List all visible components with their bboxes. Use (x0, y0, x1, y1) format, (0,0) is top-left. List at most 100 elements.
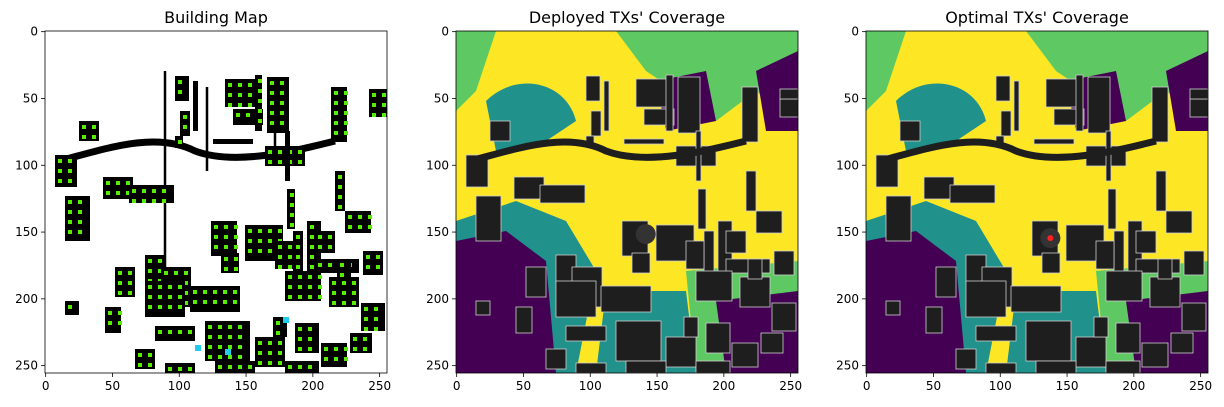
building (475, 300, 491, 316)
building-footprint (363, 251, 383, 275)
building-marker (218, 355, 222, 359)
building-marker (248, 83, 252, 87)
building-marker (78, 230, 82, 234)
building-marker (238, 83, 242, 87)
building-marker (162, 199, 166, 203)
deployed-coverage-x-tick-label: 50 (516, 379, 531, 393)
deployed-coverage-x-tick-label: 0 (453, 379, 461, 393)
tx-marker (225, 349, 231, 355)
building-map-x-tick-label: 0 (42, 379, 50, 393)
building-marker (342, 301, 346, 305)
building-marker (298, 150, 302, 154)
building-marker (268, 160, 272, 164)
tx-marker (283, 317, 289, 323)
building-marker (58, 179, 62, 183)
building-marker (184, 301, 188, 305)
building-marker (118, 321, 122, 325)
building-marker (158, 305, 162, 309)
building-marker (183, 115, 187, 119)
building-marker (138, 353, 142, 357)
building-marker (288, 295, 292, 299)
building-footprint (213, 139, 253, 144)
building-marker (168, 367, 172, 371)
building-marker (174, 271, 178, 275)
building-marker (338, 175, 342, 179)
building-marker (298, 295, 302, 299)
building-marker (228, 335, 232, 339)
building-marker (382, 103, 386, 107)
building-marker (148, 259, 152, 263)
building-marker (228, 365, 232, 369)
building (1115, 322, 1141, 354)
building-marker (68, 169, 72, 173)
building-marker (218, 365, 222, 369)
building (771, 302, 797, 332)
building-marker (213, 290, 217, 294)
building (1189, 98, 1208, 118)
building-marker (214, 225, 218, 229)
building-marker (246, 113, 250, 117)
building (683, 316, 699, 338)
building (1181, 302, 1207, 332)
building (1075, 336, 1107, 368)
coverage-weak-southwest (866, 231, 966, 373)
building-footprint (190, 286, 240, 312)
building-marker (214, 235, 218, 239)
building-marker (328, 245, 332, 249)
building (745, 170, 757, 212)
building-map-plot: 0 50 100 150 200 250 0 50 100 150 200 250 (15, 25, 391, 393)
building-marker (138, 363, 142, 367)
building-marker (58, 169, 62, 173)
building-marker (218, 325, 222, 329)
deployed-coverage-y-tick-label: 150 (426, 225, 449, 239)
building-marker (278, 150, 282, 154)
building-marker (334, 131, 338, 135)
building-marker (184, 271, 188, 275)
building-footprint (105, 307, 121, 333)
building (935, 266, 957, 298)
building-marker (178, 90, 182, 94)
building (885, 195, 912, 242)
building (565, 325, 607, 342)
building-marker (258, 119, 262, 123)
building (475, 195, 502, 242)
building (1155, 170, 1167, 212)
building-footprint (331, 87, 347, 142)
building-map-x-tick-label: 250 (368, 379, 391, 393)
building (1041, 252, 1061, 274)
building-marker (234, 245, 238, 249)
building-marker (270, 91, 274, 95)
building-marker (258, 229, 262, 233)
building (525, 266, 547, 298)
building-marker (268, 239, 272, 243)
building-marker (344, 91, 348, 95)
building-marker (126, 191, 130, 195)
building-map-y-tick-label: 150 (15, 225, 38, 239)
building (760, 332, 784, 354)
optimal-coverage-plot: 0 50 100 150 200 250 0 50 100 150 200 250 (836, 25, 1212, 393)
building-marker (208, 335, 212, 339)
building-marker (318, 295, 322, 299)
building (489, 120, 511, 142)
building-marker (92, 135, 96, 139)
building-footprint (345, 211, 371, 233)
building-marker (280, 121, 284, 125)
building (695, 270, 733, 302)
deployed-coverage-x-axis: 0 50 100 150 200 250 (453, 373, 802, 393)
building-map-image (45, 31, 387, 373)
building-map-x-tick-label: 150 (235, 379, 258, 393)
building-marker (278, 351, 282, 355)
building-marker (298, 275, 302, 279)
building-marker (248, 239, 252, 243)
building (1025, 320, 1072, 362)
building-marker (228, 345, 232, 349)
building-marker (270, 101, 274, 105)
building-marker (288, 245, 292, 249)
building-marker (183, 125, 187, 129)
building (725, 230, 747, 254)
building (1149, 276, 1181, 308)
building-marker (352, 291, 356, 295)
building (747, 258, 763, 280)
building-marker (234, 235, 238, 239)
building (1135, 230, 1157, 254)
